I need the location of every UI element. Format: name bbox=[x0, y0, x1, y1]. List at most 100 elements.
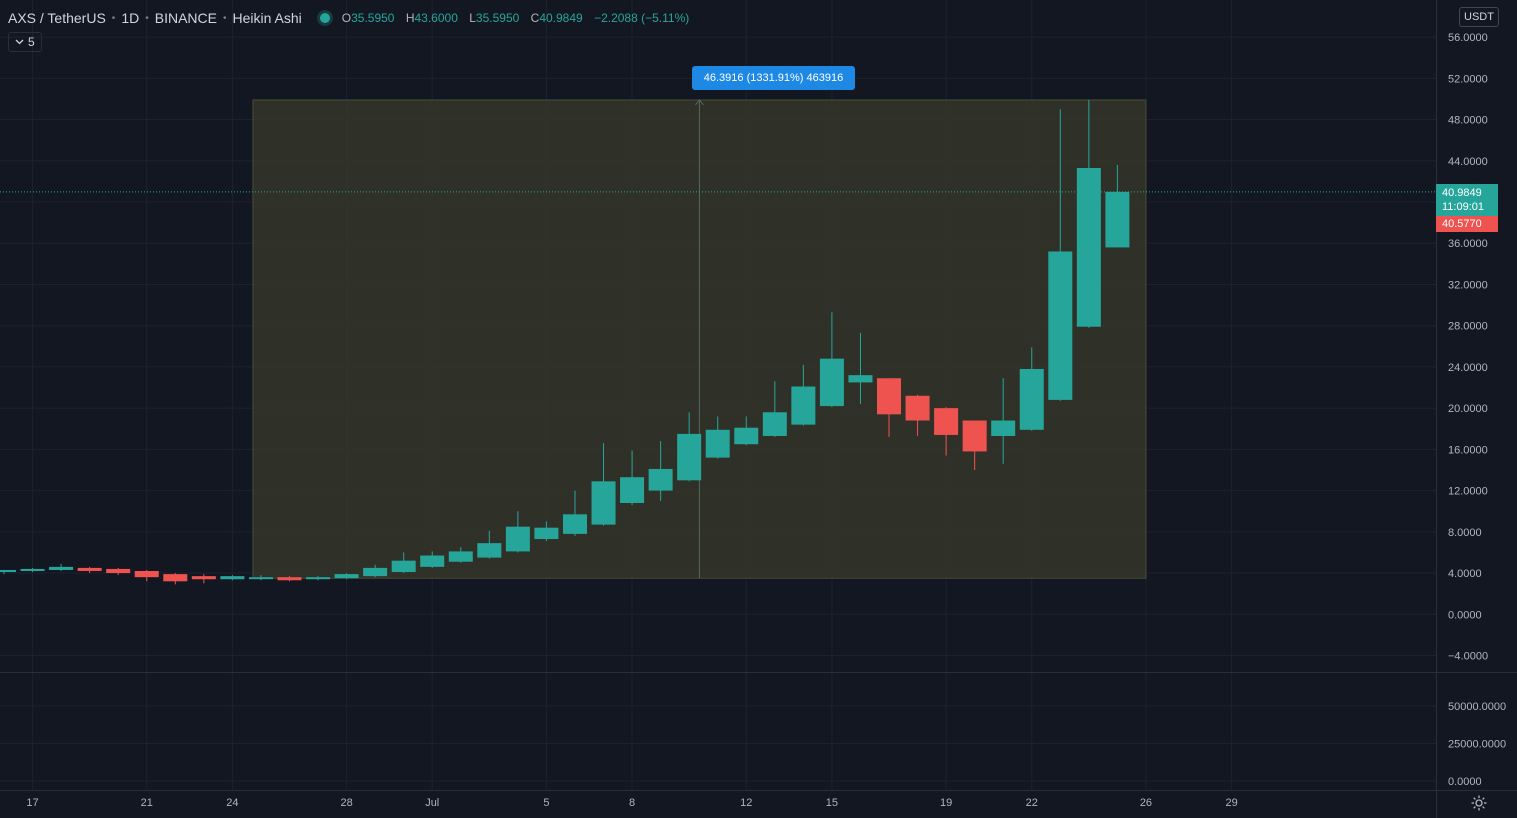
x-tick-label: 15 bbox=[826, 797, 838, 809]
candle bbox=[762, 381, 787, 438]
candle-body bbox=[49, 566, 74, 570]
candle bbox=[934, 407, 959, 456]
candle bbox=[277, 576, 302, 582]
x-tick-label: 29 bbox=[1225, 797, 1237, 809]
x-tick-label: 5 bbox=[543, 797, 549, 809]
candle-body bbox=[905, 395, 930, 421]
candle-body bbox=[734, 427, 759, 445]
y-tick-label: 48.0000 bbox=[1448, 115, 1488, 127]
currency-button[interactable]: USDT bbox=[1459, 7, 1499, 27]
candle-body bbox=[220, 576, 245, 580]
candle bbox=[791, 364, 816, 426]
candle-body bbox=[877, 378, 902, 415]
candle-body bbox=[391, 560, 416, 573]
y-tick-label: 4.0000 bbox=[1448, 568, 1482, 580]
interval[interactable]: 1D bbox=[121, 10, 140, 26]
bar-countdown: 11:09:01 bbox=[1442, 201, 1485, 213]
indicators-collapse-button[interactable]: 5 bbox=[8, 32, 42, 52]
candle bbox=[1048, 109, 1073, 401]
candle bbox=[106, 567, 131, 576]
candle-body bbox=[762, 412, 787, 436]
legend-header: AXS / TetherUS • 1D • BINANCE • Heikin A… bbox=[8, 8, 689, 28]
measure-arrowhead bbox=[695, 99, 704, 106]
y-tick-label: 24.0000 bbox=[1448, 362, 1488, 374]
candle-body bbox=[477, 543, 502, 558]
market-status-icon[interactable] bbox=[319, 13, 330, 23]
x-tick-label: 22 bbox=[1026, 797, 1038, 809]
y-tick-label: −4.0000 bbox=[1448, 651, 1488, 663]
candle bbox=[848, 332, 873, 405]
y-tick-label: 28.0000 bbox=[1448, 321, 1488, 333]
candle bbox=[648, 441, 673, 501]
candle bbox=[705, 416, 730, 459]
candle bbox=[734, 416, 759, 446]
volume-tick-label: 0.0000 bbox=[1448, 776, 1482, 788]
candle bbox=[534, 521, 559, 542]
volume-tick-label: 50000.0000 bbox=[1448, 701, 1506, 713]
high-value: 43.6000 bbox=[414, 11, 458, 25]
candle-body bbox=[1019, 368, 1044, 430]
candle bbox=[363, 564, 388, 578]
candle bbox=[248, 575, 273, 581]
open-value: 35.5950 bbox=[351, 11, 395, 25]
candle bbox=[0, 569, 16, 575]
candle-body bbox=[1105, 191, 1130, 248]
y-tick-label: 8.0000 bbox=[1448, 527, 1482, 539]
candle bbox=[1019, 347, 1044, 431]
x-tick-label: 26 bbox=[1140, 797, 1152, 809]
candle-body bbox=[0, 569, 16, 573]
candle bbox=[306, 576, 331, 581]
candles bbox=[0, 99, 1130, 585]
candle-body bbox=[191, 576, 216, 580]
candle-body bbox=[791, 386, 816, 425]
candle-body bbox=[1048, 251, 1073, 400]
candle bbox=[49, 563, 74, 571]
candle-body bbox=[705, 429, 730, 458]
x-tick-label: 28 bbox=[340, 797, 352, 809]
candle-body bbox=[620, 477, 645, 503]
y-tick-label: 52.0000 bbox=[1448, 73, 1488, 85]
candle bbox=[905, 394, 930, 436]
y-tick-label: 36.0000 bbox=[1448, 238, 1488, 250]
candle bbox=[163, 573, 188, 585]
candle-body bbox=[934, 408, 959, 435]
candle-body bbox=[648, 468, 673, 491]
measure-result-label: 46.3916 (1331.91%) 463916 bbox=[692, 66, 855, 90]
low-value: 35.5950 bbox=[475, 11, 520, 25]
x-tick-label: 17 bbox=[26, 797, 38, 809]
candle bbox=[620, 450, 645, 506]
prev-close-tag: 40.5770 bbox=[1436, 216, 1498, 232]
candle bbox=[20, 567, 45, 573]
candle-body bbox=[448, 551, 473, 562]
y-tick-label: 0.0000 bbox=[1448, 609, 1482, 621]
candle-body bbox=[534, 527, 559, 540]
candle bbox=[505, 511, 530, 553]
volume-tick-label: 25000.0000 bbox=[1448, 739, 1506, 751]
candle-body bbox=[848, 375, 873, 383]
y-tick-label: 32.0000 bbox=[1448, 279, 1488, 291]
y-tick-label: 12.0000 bbox=[1448, 486, 1488, 498]
candle-body bbox=[106, 568, 131, 574]
candle-body bbox=[991, 420, 1016, 436]
ohlc-values: O35.5950 H43.6000 L35.5950 C40.9849 −2.2… bbox=[341, 11, 690, 25]
separator-dot: • bbox=[145, 12, 149, 24]
separator-dot: • bbox=[222, 12, 227, 24]
settings-gear-icon[interactable] bbox=[1470, 794, 1488, 812]
candle bbox=[420, 551, 445, 568]
candle bbox=[77, 566, 102, 574]
x-tick-label: 12 bbox=[740, 797, 752, 809]
candle bbox=[477, 530, 502, 559]
candle bbox=[1105, 164, 1130, 248]
candle-body bbox=[420, 555, 445, 567]
candle bbox=[991, 378, 1016, 464]
candle-body bbox=[163, 574, 188, 582]
candle bbox=[962, 420, 987, 470]
candle-body bbox=[77, 567, 102, 571]
candle-body bbox=[819, 358, 844, 407]
candle-body bbox=[306, 577, 331, 580]
symbol-name[interactable]: AXS / TetherUS bbox=[8, 10, 106, 26]
candle bbox=[191, 574, 216, 584]
last-price-tag: 40.9849 11:09:01 bbox=[1436, 184, 1498, 216]
y-tick-label: 44.0000 bbox=[1448, 156, 1488, 168]
